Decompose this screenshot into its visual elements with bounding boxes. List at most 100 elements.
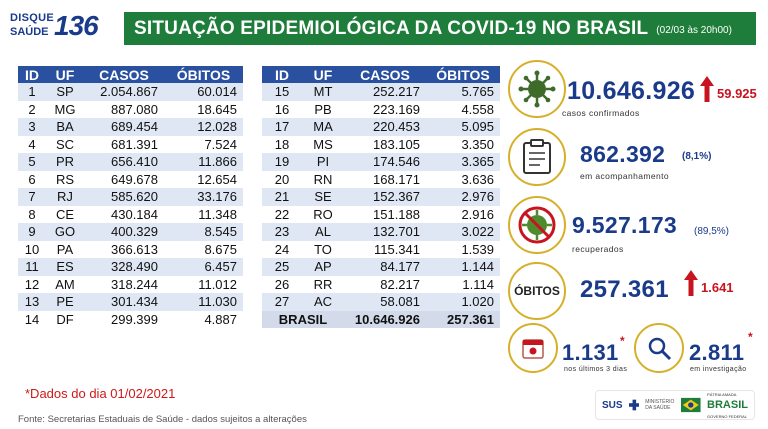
table-row: 8 CE 430.184 11.348 bbox=[18, 206, 243, 224]
cell-id: 3 bbox=[18, 118, 46, 136]
cell-uf: MG bbox=[54, 101, 76, 117]
cell-casos: 183.105 bbox=[373, 136, 420, 152]
cell-uf: SE bbox=[302, 188, 344, 206]
title-bar: SITUAÇÃO EPIDEMIOLÓGICA DA COVID-19 NO B… bbox=[124, 12, 756, 45]
cell-obitos: 11.030 bbox=[164, 293, 243, 311]
recovered-label: recuperados bbox=[572, 244, 624, 254]
table-header-row: ID UF CASOS ÓBITOS bbox=[262, 66, 500, 83]
magnifier-icon bbox=[648, 337, 672, 361]
cell-obitos: 1.144 bbox=[426, 258, 500, 276]
cell-obitos: 11.012 bbox=[198, 276, 237, 292]
cell-id: 10 bbox=[24, 241, 40, 257]
table-row: 14 DF 299.399 4.887 bbox=[18, 311, 243, 329]
col-uf: UF bbox=[302, 66, 344, 83]
deaths-delta: 1.641 bbox=[701, 280, 734, 295]
cell-id: 21 bbox=[262, 188, 302, 206]
recent-deaths-label: nos últimos 3 dias bbox=[564, 366, 628, 373]
table-row: 9 GO 400.329 8.545 bbox=[18, 223, 243, 241]
states-table-right: ID UF CASOS ÓBITOS 15 MT 252.217 5.765 16 PB 2… bbox=[262, 66, 500, 328]
cell-id: 1 bbox=[18, 83, 46, 101]
table-row: 12 AM 318.244 11.012 bbox=[18, 276, 243, 294]
cell-casos: 328.490 bbox=[84, 258, 164, 276]
cell-uf: RJ bbox=[46, 188, 84, 206]
investigation-asterisk: * bbox=[748, 330, 753, 344]
cell-casos: 132.701 bbox=[344, 223, 426, 241]
cell-obitos: 5.095 bbox=[426, 118, 500, 136]
cell-obitos: 11.866 bbox=[164, 153, 243, 171]
total-casos: 10.646.926 bbox=[344, 310, 426, 328]
logo-number: 136 bbox=[54, 10, 99, 41]
brasil-logo: PÁTRIA AMADA BRASIL GOVERNO FEDERAL bbox=[707, 389, 748, 422]
cell-id: 26 bbox=[274, 276, 290, 292]
cell-id: 23 bbox=[262, 223, 302, 241]
cell-uf: MS bbox=[313, 136, 333, 152]
table-row: 2 MG 887.080 18.645 bbox=[18, 101, 243, 119]
brazil-flag-icon bbox=[681, 397, 702, 413]
cell-casos: 887.080 bbox=[111, 101, 158, 117]
table-row: 18 MS 183.105 3.350 bbox=[262, 136, 500, 154]
monitoring-pct: (8,1%) bbox=[682, 151, 712, 162]
investigation-circle bbox=[634, 323, 684, 373]
cell-uf: RN bbox=[313, 171, 333, 187]
cell-obitos: 1.539 bbox=[461, 241, 494, 257]
logo-line1: DISQUE bbox=[10, 12, 54, 24]
recovered-pct: (89,5%) bbox=[694, 226, 730, 237]
cell-id: 20 bbox=[274, 171, 290, 187]
cell-obitos: 2.976 bbox=[426, 188, 500, 206]
cell-obitos: 3.365 bbox=[426, 153, 500, 171]
cell-casos: 84.177 bbox=[344, 258, 426, 276]
cell-casos: 220.453 bbox=[344, 118, 426, 136]
cell-id: 18 bbox=[274, 136, 290, 152]
cell-obitos: 1.114 bbox=[462, 276, 494, 292]
cell-casos: 168.171 bbox=[373, 171, 420, 187]
cell-id: 27 bbox=[262, 293, 302, 311]
col-uf: UF bbox=[46, 66, 84, 83]
cell-obitos: 18.645 bbox=[197, 101, 237, 117]
brasil-tagline: PÁTRIA AMADA bbox=[707, 391, 737, 397]
cell-id: 13 bbox=[18, 293, 46, 311]
cell-obitos: 6.457 bbox=[164, 258, 243, 276]
col-id: ID bbox=[18, 66, 46, 83]
table-header-row: ID UF CASOS ÓBITOS bbox=[18, 66, 243, 83]
total-row: BRASIL 10.646.926 257.361 bbox=[262, 310, 500, 328]
cell-obitos: 12.028 bbox=[164, 118, 243, 136]
report-date: (02/03 às 20h00) bbox=[656, 25, 732, 36]
cell-uf: SP bbox=[46, 83, 84, 101]
cell-casos: 115.341 bbox=[373, 241, 420, 257]
cell-id: 17 bbox=[262, 118, 302, 136]
monitoring-icon-circle bbox=[508, 128, 566, 186]
table-row: 27 AC 58.081 1.020 bbox=[262, 293, 500, 311]
cell-uf: AM bbox=[55, 276, 75, 292]
cell-id: 8 bbox=[28, 206, 36, 222]
cell-casos: 649.678 bbox=[111, 171, 158, 187]
total-label: BRASIL bbox=[262, 310, 344, 328]
up-arrow-icon bbox=[700, 76, 714, 102]
cell-casos: 318.244 bbox=[111, 276, 158, 292]
cell-obitos: 33.176 bbox=[164, 188, 243, 206]
cell-id: 11 bbox=[18, 258, 46, 276]
investigation-label: em investigação bbox=[690, 366, 747, 373]
calendar-icon bbox=[522, 339, 544, 359]
table-row: 10 PA 366.613 8.675 bbox=[18, 241, 243, 259]
table-row: 22 RO 151.188 2.916 bbox=[262, 206, 500, 224]
data-source: Fonte: Secretarias Estaduais de Saúde - … bbox=[18, 414, 307, 425]
cell-casos: 366.613 bbox=[111, 241, 158, 257]
brasil-sub: GOVERNO FEDERAL bbox=[707, 413, 748, 419]
cell-obitos: 3.022 bbox=[426, 223, 500, 241]
table-row: 4 SC 681.391 7.524 bbox=[18, 136, 243, 154]
cell-id: 12 bbox=[24, 276, 40, 292]
cell-obitos: 4.558 bbox=[461, 101, 494, 117]
monitoring-label: em acompanhamento bbox=[580, 171, 670, 181]
cell-casos: 400.329 bbox=[84, 223, 164, 241]
cell-obitos: 5.765 bbox=[426, 83, 500, 101]
cell-obitos: 8.545 bbox=[164, 223, 243, 241]
cell-id: 25 bbox=[262, 258, 302, 276]
table-row: 7 RJ 585.620 33.176 bbox=[18, 188, 243, 206]
table-row: 1 SP 2.054.867 60.014 bbox=[18, 83, 243, 101]
cell-uf: ES bbox=[46, 258, 84, 276]
data-note: *Dados do dia 01/02/2021 bbox=[25, 386, 176, 401]
cell-id: 5 bbox=[18, 153, 46, 171]
confirmed-label: casos confirmados bbox=[562, 108, 640, 118]
ministry-label: MINISTÉRIO DA SAÚDE bbox=[645, 399, 675, 411]
col-id: ID bbox=[262, 66, 302, 83]
